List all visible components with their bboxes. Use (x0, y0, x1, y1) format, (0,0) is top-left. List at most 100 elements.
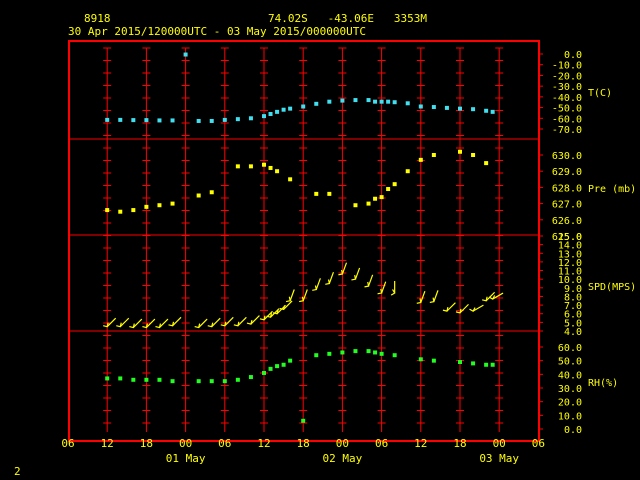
gridline (181, 47, 190, 432)
x-tick-label: 06 (218, 437, 231, 450)
rh-point (157, 377, 162, 382)
x-tick-label: 00 (336, 437, 349, 450)
x-tick-label: 18 (140, 437, 153, 450)
wind-arrow-shaft (119, 317, 130, 328)
pressure-point (386, 187, 391, 192)
wind-arrow-shaft (302, 289, 308, 301)
pressure-point (144, 204, 149, 209)
wind-arrow-head (488, 295, 496, 300)
wind-arrow-shaft (341, 262, 348, 275)
rh-label: RH(%) (588, 378, 618, 389)
wind-arrow-shaft (224, 316, 234, 327)
wind-arrow-shaft (492, 292, 504, 300)
wind-arrow-head (442, 306, 449, 312)
wind-arrow-shaft (237, 316, 247, 327)
wind-arrow-shaft (106, 317, 117, 328)
wind-arrow-shaft (211, 317, 221, 328)
rh-point (471, 361, 476, 366)
wind-arrow (116, 317, 130, 328)
rh-point (275, 364, 280, 369)
wind-arrow (325, 272, 335, 285)
x-date-label: 02 May (323, 452, 363, 465)
wind-arrow (155, 318, 169, 329)
wind-arrow-head (142, 323, 148, 329)
y-tick-label: -40.0 (552, 93, 582, 104)
page-number: 2 (14, 465, 21, 478)
wind-arrow (442, 302, 456, 312)
wind-label: SPD(MPS) (588, 282, 636, 293)
wind-arrow (469, 304, 484, 312)
y-tick-label: 60.0 (558, 343, 582, 354)
temperature-point (131, 118, 136, 123)
pressure-point (105, 208, 110, 213)
wind-arrow-head (168, 321, 175, 327)
wind-arrow-shaft (172, 316, 182, 327)
temperature-point (392, 100, 397, 105)
wind-arrow-shaft (446, 302, 456, 312)
y-tick-label: 627.0 (552, 200, 582, 211)
x-date-label: 03 May (479, 452, 519, 465)
temperature-point (314, 101, 319, 106)
wind-arrow-head (285, 296, 291, 303)
wind-arrow-shaft (198, 318, 208, 328)
plot-frame (68, 40, 540, 442)
temperature-point (118, 117, 123, 122)
wind-arrow (129, 318, 143, 329)
pressure-point (353, 203, 358, 208)
pressure-point (418, 157, 423, 162)
pressure-point (392, 182, 397, 187)
temperature-point (418, 104, 423, 109)
wind-arrow-head (325, 279, 331, 285)
temperature-point (196, 118, 201, 123)
gridline (338, 47, 347, 432)
rh-point (288, 358, 293, 363)
y-tick-label: 4.0 (564, 327, 582, 338)
wind-arrow (168, 316, 182, 327)
y-tick-label: 628.0 (552, 183, 582, 194)
wind-arrow (259, 310, 273, 321)
rh-point (268, 366, 273, 371)
wind-arrow-head (116, 322, 122, 328)
temperature-point (288, 106, 293, 111)
temperature-point (235, 117, 240, 122)
wind-arrow-head (390, 289, 396, 296)
temperature-point (222, 117, 227, 122)
wind-arrow-shaft (367, 274, 374, 287)
gridline (495, 47, 504, 432)
wind-arrow (194, 318, 208, 329)
temperature-point (105, 117, 110, 122)
gridline (103, 47, 112, 432)
y-tick-label: 40.0 (558, 370, 582, 381)
temperature-point (183, 52, 188, 57)
temperature-point (373, 99, 378, 104)
y-tick-label: -70.0 (552, 125, 582, 136)
temperature-point (170, 118, 175, 123)
x-tick-label: 12 (257, 437, 270, 450)
gridline (456, 47, 464, 432)
y-tick-label: 30.0 (558, 384, 582, 395)
y-tick-label: 10.0 (558, 275, 582, 286)
rh-point (105, 376, 110, 381)
wind-arrow (220, 316, 234, 327)
wind-arrow-head (129, 323, 135, 329)
wind-arrow-head (266, 313, 273, 318)
wind-arrow (455, 303, 469, 314)
wind-arrow-shaft (472, 304, 484, 312)
temperature-point (490, 109, 495, 114)
x-tick-label: 06 (375, 437, 388, 450)
y-tick-label: 6.0 (564, 310, 582, 321)
wind-arrow-head (259, 315, 266, 321)
x-tick-label: 06 (61, 437, 74, 450)
wind-arrow-head (220, 321, 227, 327)
wind-arrow (377, 281, 387, 295)
wind-arrow-head (272, 309, 279, 315)
temperature-point (209, 118, 214, 123)
rh-point (392, 353, 397, 358)
pressure-point (235, 164, 240, 169)
wind-arrow-shaft (250, 315, 260, 325)
y-tick-label: 50.0 (558, 357, 582, 368)
rh-point (379, 351, 384, 356)
temperature-point (281, 107, 286, 112)
station-location: 74.02S -43.06E 3353M (268, 12, 427, 25)
plot-area: 06 12 18 00 06 12 18 00 06 12 18 00 06 01 May 02 May 03… (61, 40, 636, 465)
